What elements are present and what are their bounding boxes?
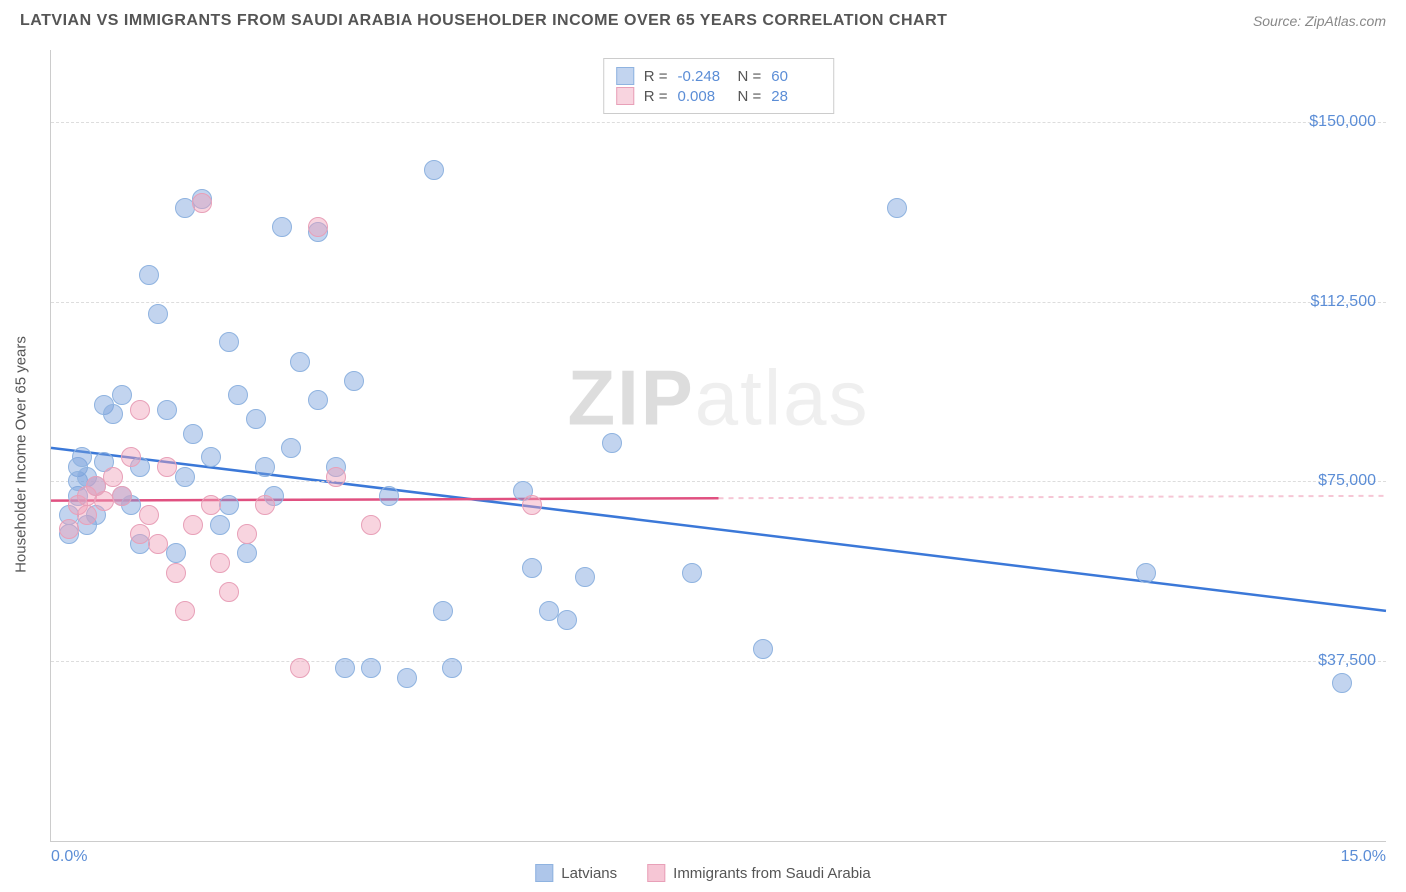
- data-point: [290, 352, 310, 372]
- legend-item: Latvians: [535, 864, 617, 882]
- data-point: [887, 198, 907, 218]
- data-point: [59, 519, 79, 539]
- x-tick-label: 0.0%: [51, 848, 87, 866]
- data-point: [175, 601, 195, 621]
- legend-label: Immigrants from Saudi Arabia: [673, 865, 871, 882]
- data-point: [361, 515, 381, 535]
- data-point: [237, 543, 257, 563]
- data-point: [575, 567, 595, 587]
- data-point: [148, 534, 168, 554]
- legend-item: Immigrants from Saudi Arabia: [647, 864, 871, 882]
- data-point: [166, 563, 186, 583]
- data-point: [157, 400, 177, 420]
- data-point: [522, 495, 542, 515]
- gridline: [51, 661, 1386, 662]
- plot-area: ZIPatlas $37,500$75,000$112,500$150,0000…: [51, 50, 1386, 841]
- data-point: [77, 505, 97, 525]
- legend-swatch: [616, 67, 634, 85]
- data-point: [148, 304, 168, 324]
- data-point: [201, 447, 221, 467]
- data-point: [237, 524, 257, 544]
- data-point: [326, 467, 346, 487]
- data-point: [121, 447, 141, 467]
- data-point: [210, 553, 230, 573]
- data-point: [219, 582, 239, 602]
- data-point: [335, 658, 355, 678]
- data-point: [183, 424, 203, 444]
- stats-row: R = 0.008 N = 28: [616, 87, 822, 105]
- trend-line-extrapolated: [719, 496, 1387, 498]
- data-point: [103, 404, 123, 424]
- legend-swatch: [535, 864, 553, 882]
- data-point: [103, 467, 123, 487]
- stat-r-value: -0.248: [678, 68, 728, 85]
- data-point: [424, 160, 444, 180]
- legend-swatch: [616, 87, 634, 105]
- data-point: [255, 457, 275, 477]
- stat-r-label: R =: [644, 88, 668, 105]
- chart-title: LATVIAN VS IMMIGRANTS FROM SAUDI ARABIA …: [20, 12, 947, 30]
- data-point: [753, 639, 773, 659]
- gridline: [51, 122, 1386, 123]
- stats-legend-box: R = -0.248 N = 60 R = 0.008 N = 28: [603, 58, 835, 114]
- data-point: [344, 371, 364, 391]
- stat-n-label: N =: [738, 88, 762, 105]
- data-point: [308, 217, 328, 237]
- data-point: [166, 543, 186, 563]
- y-tick-label: $37,500: [1318, 652, 1376, 670]
- data-point: [219, 332, 239, 352]
- data-point: [139, 505, 159, 525]
- data-point: [228, 385, 248, 405]
- data-point: [290, 658, 310, 678]
- data-point: [183, 515, 203, 535]
- y-axis-label: Householder Income Over 65 years: [13, 336, 30, 573]
- stat-r-label: R =: [644, 68, 668, 85]
- data-point: [308, 390, 328, 410]
- bottom-legend: Latvians Immigrants from Saudi Arabia: [535, 864, 870, 882]
- data-point: [272, 217, 292, 237]
- legend-swatch: [647, 864, 665, 882]
- data-point: [130, 400, 150, 420]
- stat-n-value: 28: [771, 88, 821, 105]
- data-point: [246, 409, 266, 429]
- chart-area: Householder Income Over 65 years ZIPatla…: [50, 50, 1386, 842]
- gridline: [51, 481, 1386, 482]
- data-point: [139, 265, 159, 285]
- data-point: [112, 486, 132, 506]
- y-tick-label: $150,000: [1309, 113, 1376, 131]
- data-point: [201, 495, 221, 515]
- data-point: [175, 467, 195, 487]
- data-point: [210, 515, 230, 535]
- data-point: [281, 438, 301, 458]
- data-point: [682, 563, 702, 583]
- data-point: [112, 385, 132, 405]
- stat-n-value: 60: [771, 68, 821, 85]
- data-point: [522, 558, 542, 578]
- stat-n-label: N =: [738, 68, 762, 85]
- data-point: [433, 601, 453, 621]
- data-point: [1136, 563, 1156, 583]
- stats-row: R = -0.248 N = 60: [616, 67, 822, 85]
- data-point: [1332, 673, 1352, 693]
- data-point: [219, 495, 239, 515]
- stat-r-value: 0.008: [678, 88, 728, 105]
- gridline: [51, 302, 1386, 303]
- y-tick-label: $75,000: [1318, 472, 1376, 490]
- data-point: [255, 495, 275, 515]
- data-point: [379, 486, 399, 506]
- data-point: [192, 193, 212, 213]
- data-point: [397, 668, 417, 688]
- data-point: [157, 457, 177, 477]
- data-point: [602, 433, 622, 453]
- legend-label: Latvians: [561, 865, 617, 882]
- data-point: [442, 658, 462, 678]
- source-label: Source: ZipAtlas.com: [1253, 13, 1386, 29]
- data-point: [557, 610, 577, 630]
- trend-lines: [51, 50, 1386, 841]
- x-tick-label: 15.0%: [1341, 848, 1386, 866]
- data-point: [72, 447, 92, 467]
- data-point: [361, 658, 381, 678]
- y-tick-label: $112,500: [1310, 293, 1376, 311]
